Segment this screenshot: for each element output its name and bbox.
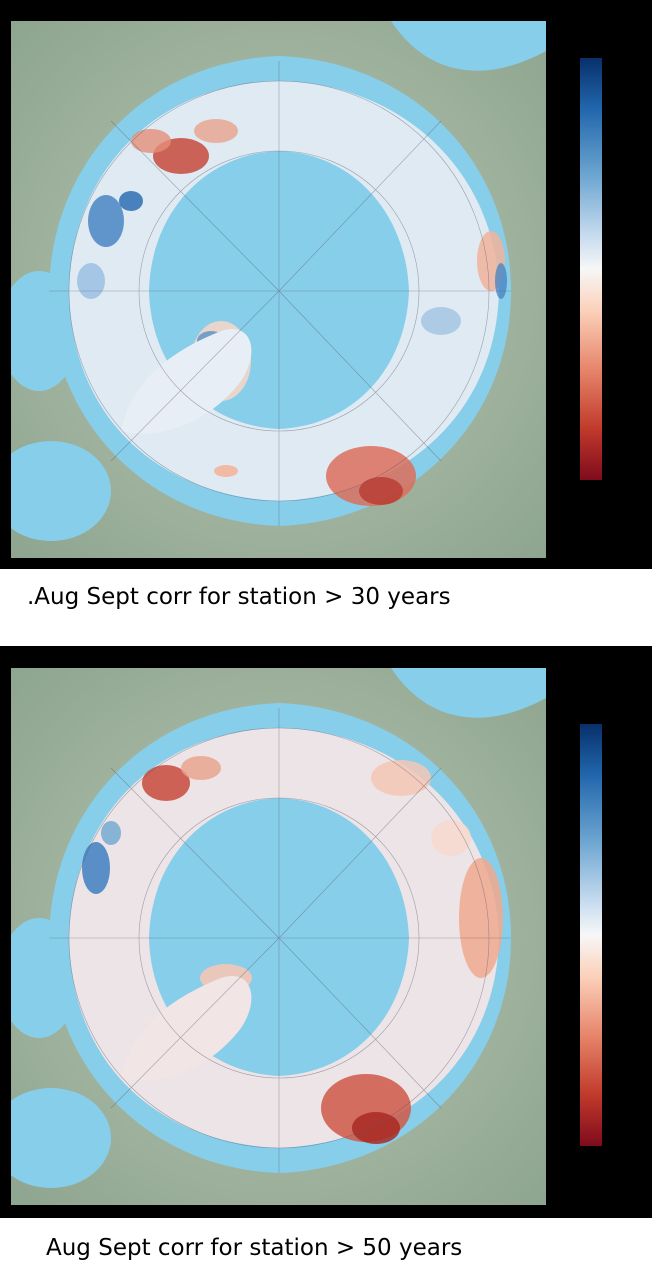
polar-map-graphic [11,668,546,1205]
polar-map-graphic [11,21,546,558]
hudson-bay [11,918,79,1038]
map-panel-30-years [0,0,652,569]
map-panel-50-years [0,646,652,1218]
greenland [121,329,252,434]
pacific-water [391,21,546,71]
gridlines [49,708,511,1173]
greenland [121,976,252,1081]
gridlines [49,61,511,526]
labrador-sea [11,441,111,541]
correlation-colorbar [580,724,602,1146]
polar-correlation-map [11,21,546,558]
caption-50-years: Aug Sept corr for station > 50 years [46,1235,463,1261]
pacific-water [391,668,546,718]
correlation-colorbar [580,58,602,480]
polar-correlation-map [11,668,546,1205]
labrador-sea [11,1088,111,1188]
caption-30-years: .Aug Sept corr for station > 30 years [27,584,451,610]
hudson-bay [11,271,79,391]
